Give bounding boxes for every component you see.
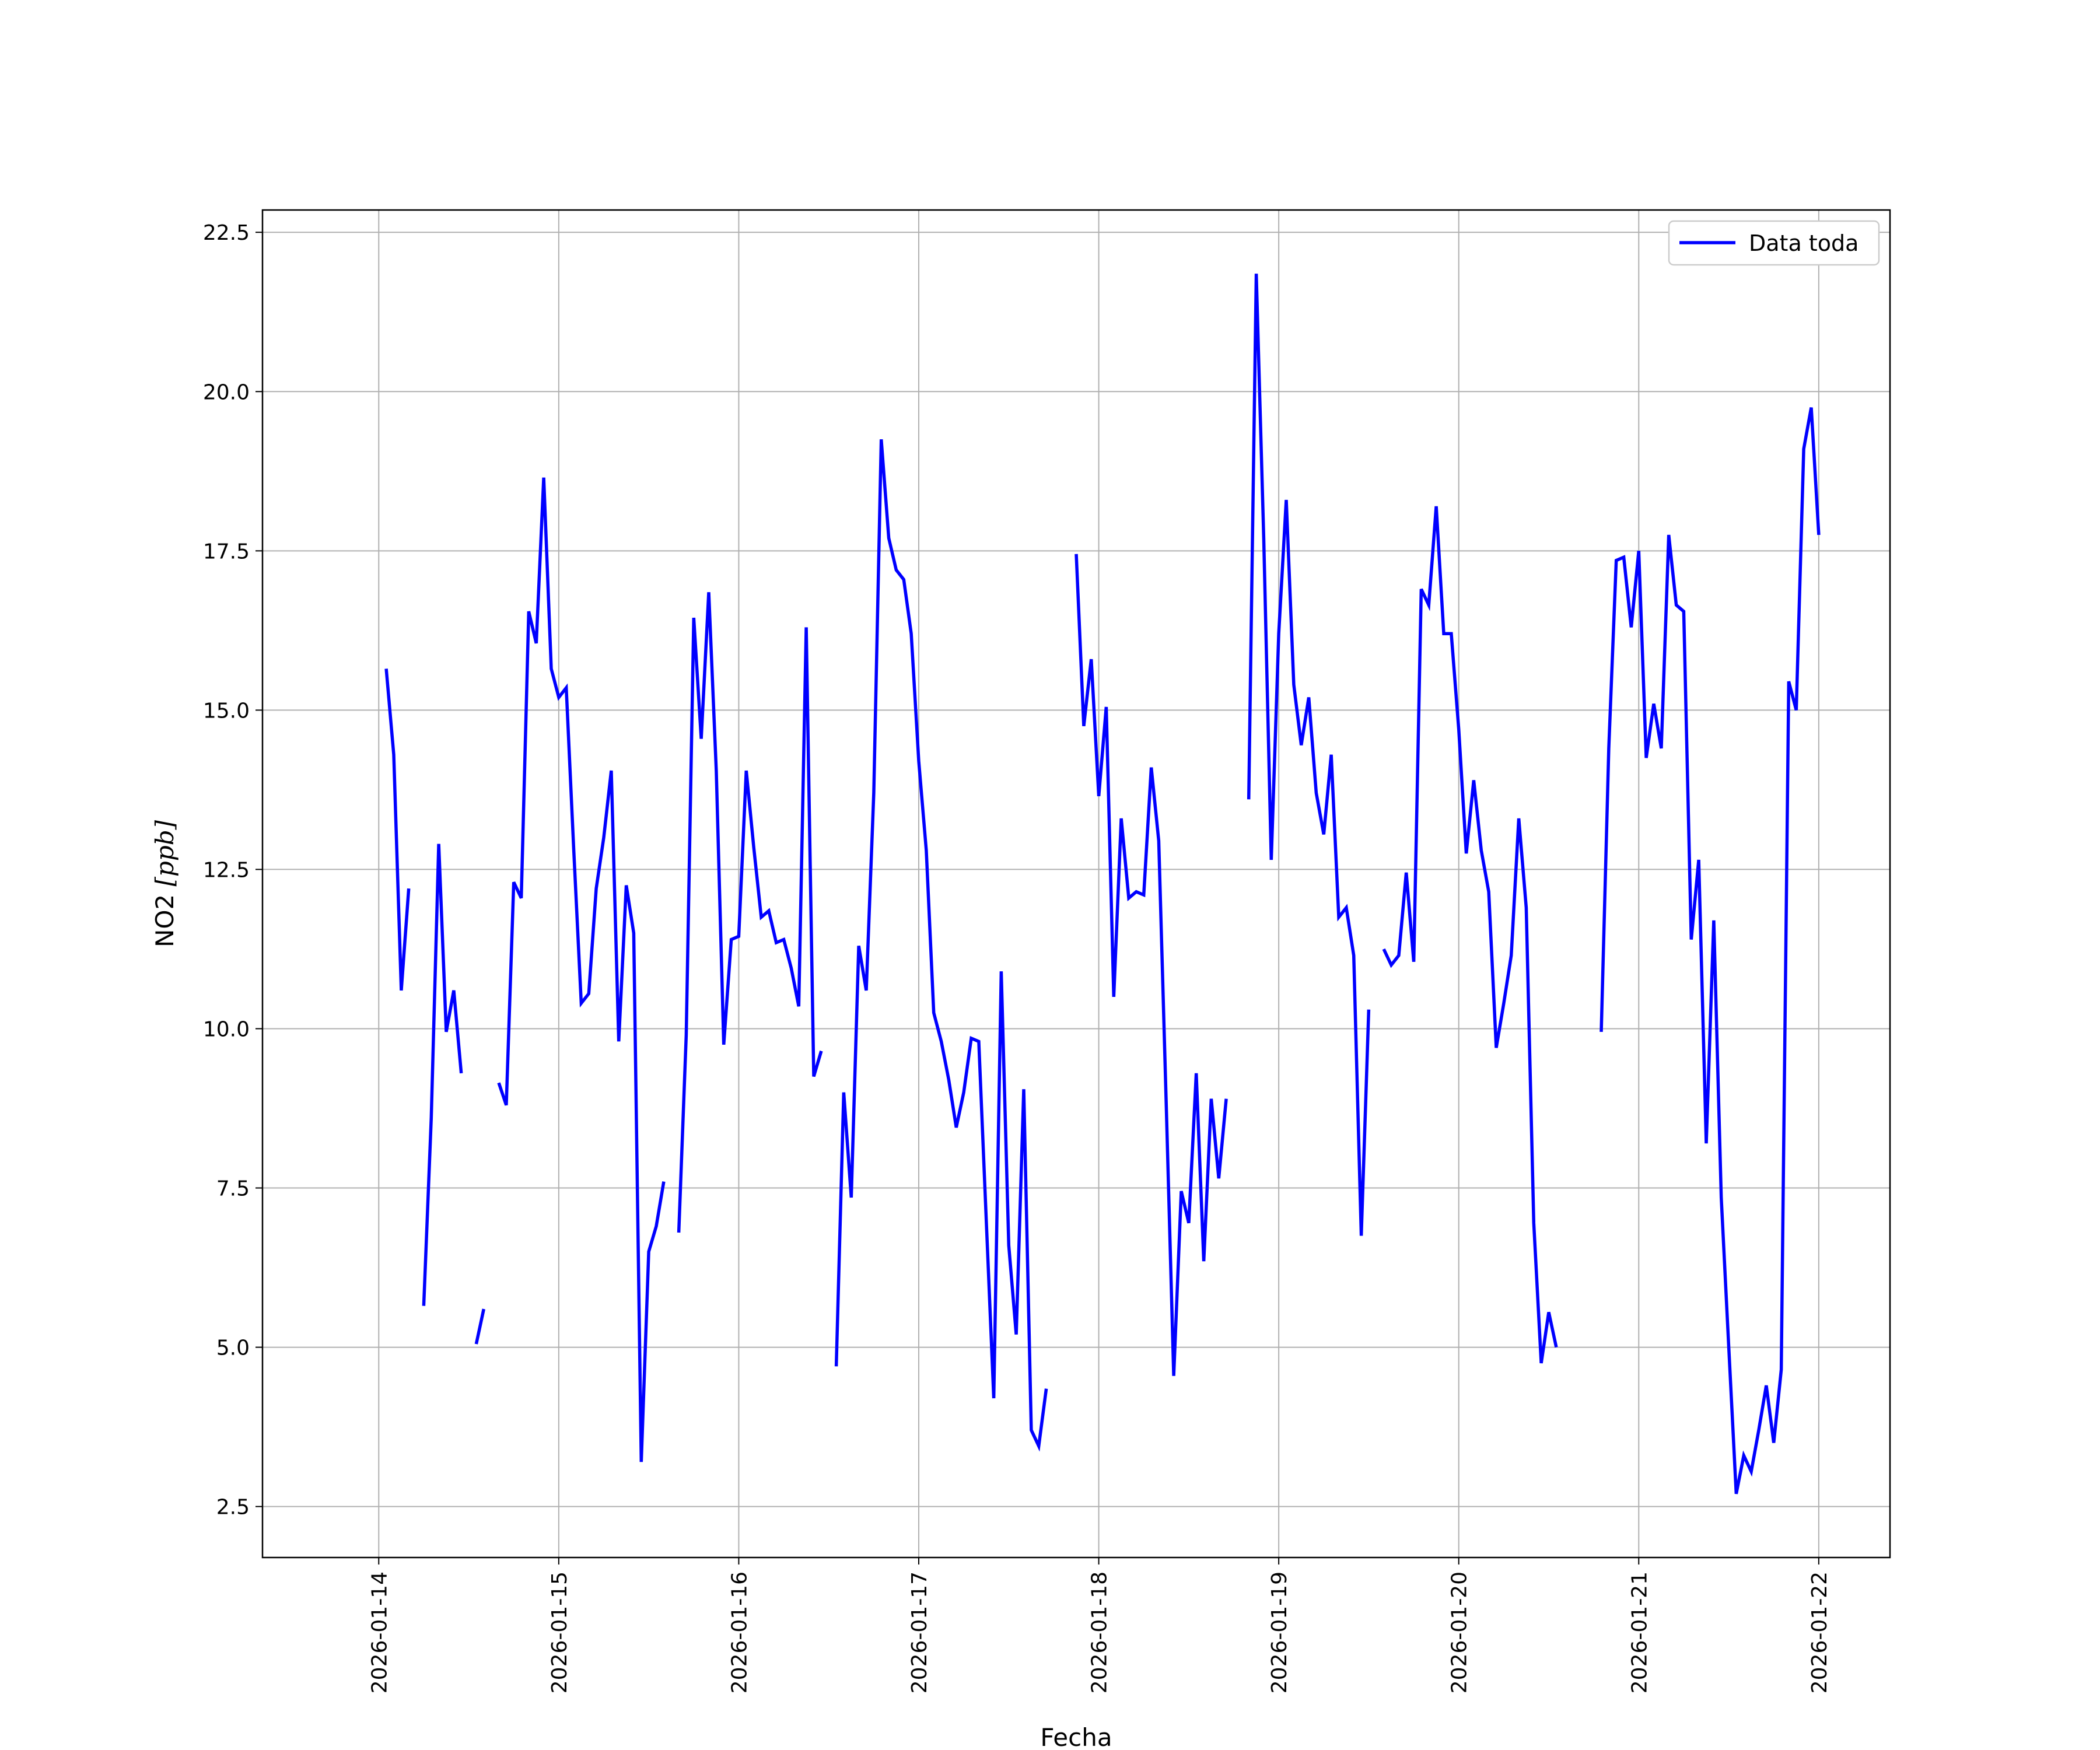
series-line-segment: [677, 592, 823, 1233]
legend-frame: [1668, 220, 1880, 266]
series-line-segment: [474, 1308, 485, 1345]
y-axis-label-quantity: NO2: [150, 886, 179, 947]
series-line-segment: [384, 668, 411, 991]
plot-area-background: [262, 210, 1890, 1558]
x-tick-label: 2026-01-15: [548, 1572, 572, 1693]
grid-lines: [262, 210, 1890, 1558]
series-line-segment: [497, 477, 666, 1462]
y-tick-label: 22.5: [203, 221, 250, 245]
y-tick-label: 15.0: [203, 699, 250, 723]
series-line-segment: [834, 439, 1048, 1452]
series-data-toda: [384, 274, 1821, 1494]
x-tick-label: 2026-01-14: [368, 1572, 391, 1693]
x-axis-label: Fecha: [1040, 1723, 1112, 1750]
y-tick-label: 7.5: [216, 1177, 250, 1201]
series-line-segment: [1074, 554, 1228, 1376]
y-axis-label-unit: [ppb]: [150, 820, 179, 886]
y-tick-label: 10.0: [203, 1017, 250, 1041]
x-tick-label: 2026-01-21: [1628, 1572, 1651, 1693]
series-line-segment: [422, 844, 463, 1306]
x-tick-label: 2026-01-16: [727, 1572, 751, 1693]
x-tick-label: 2026-01-17: [908, 1572, 932, 1693]
axis-ticks: 2026-01-14 2026-01-15 2026-01-16 2026-01-17…: [203, 221, 1832, 1693]
legend: Data toda: [1668, 220, 1880, 266]
y-tick-label: 2.5: [216, 1496, 250, 1520]
x-tick-label: 2026-01-22: [1808, 1572, 1832, 1693]
y-tick-label: 17.5: [203, 540, 250, 564]
x-tick-label: 2026-01-20: [1448, 1572, 1472, 1693]
x-tick-label: 2026-01-18: [1088, 1572, 1112, 1693]
series-line-segment: [1247, 274, 1371, 1236]
series-line-segment: [1600, 407, 1821, 1494]
y-axis-label: NO2 [ppb]: [150, 820, 179, 947]
x-tick-label: 2026-01-19: [1268, 1572, 1292, 1693]
y-tick-label: 12.5: [203, 858, 250, 882]
y-tick-label: 20.0: [203, 380, 250, 404]
legend-label: Data toda: [1749, 230, 1859, 256]
y-tick-label: 5.0: [216, 1336, 250, 1360]
series-line-segment: [1382, 506, 1558, 1364]
plot-frame: [261, 209, 1891, 1559]
